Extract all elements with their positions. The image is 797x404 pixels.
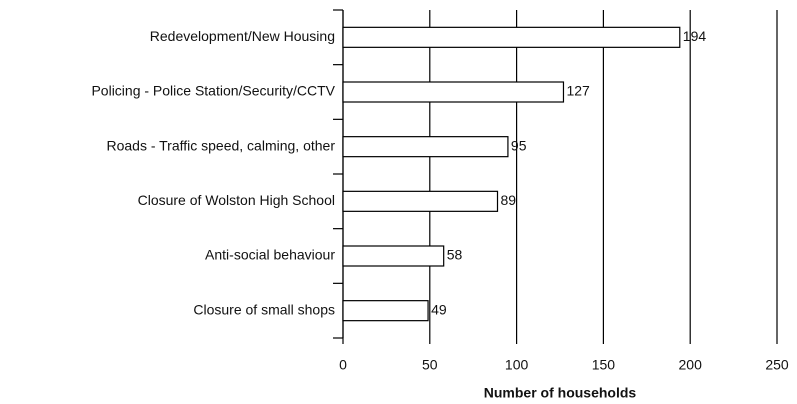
- x-tick-label: 150: [592, 357, 616, 373]
- x-tick-label: 250: [765, 357, 789, 373]
- x-tick-label: 0: [339, 357, 347, 373]
- bar: [342, 300, 429, 322]
- bar: [342, 136, 509, 158]
- x-tick-label: 50: [422, 357, 438, 373]
- bar: [342, 26, 681, 48]
- bar: [342, 245, 445, 267]
- y-tick-label: Anti-social behaviour: [205, 247, 335, 263]
- y-tick-label: Redevelopment/New Housing: [150, 28, 335, 44]
- x-axis-label: Number of households: [484, 385, 637, 401]
- data-label: 194: [683, 28, 707, 44]
- data-label: 127: [566, 83, 590, 99]
- data-label: 89: [501, 192, 517, 208]
- x-tick-label: 200: [679, 357, 703, 373]
- data-label: 95: [511, 137, 527, 153]
- y-tick-label: Policing - Police Station/Security/CCTV: [91, 83, 335, 99]
- data-label: 58: [447, 247, 463, 263]
- y-tick-label: Closure of Wolston High School: [138, 192, 335, 208]
- x-tick-label: 100: [505, 357, 529, 373]
- bar: [342, 81, 565, 103]
- y-tick-label: Closure of small shops: [193, 301, 335, 317]
- bar: [342, 190, 499, 212]
- y-tick-label: Roads - Traffic speed, calming, other: [106, 137, 335, 153]
- data-label: 49: [431, 301, 447, 317]
